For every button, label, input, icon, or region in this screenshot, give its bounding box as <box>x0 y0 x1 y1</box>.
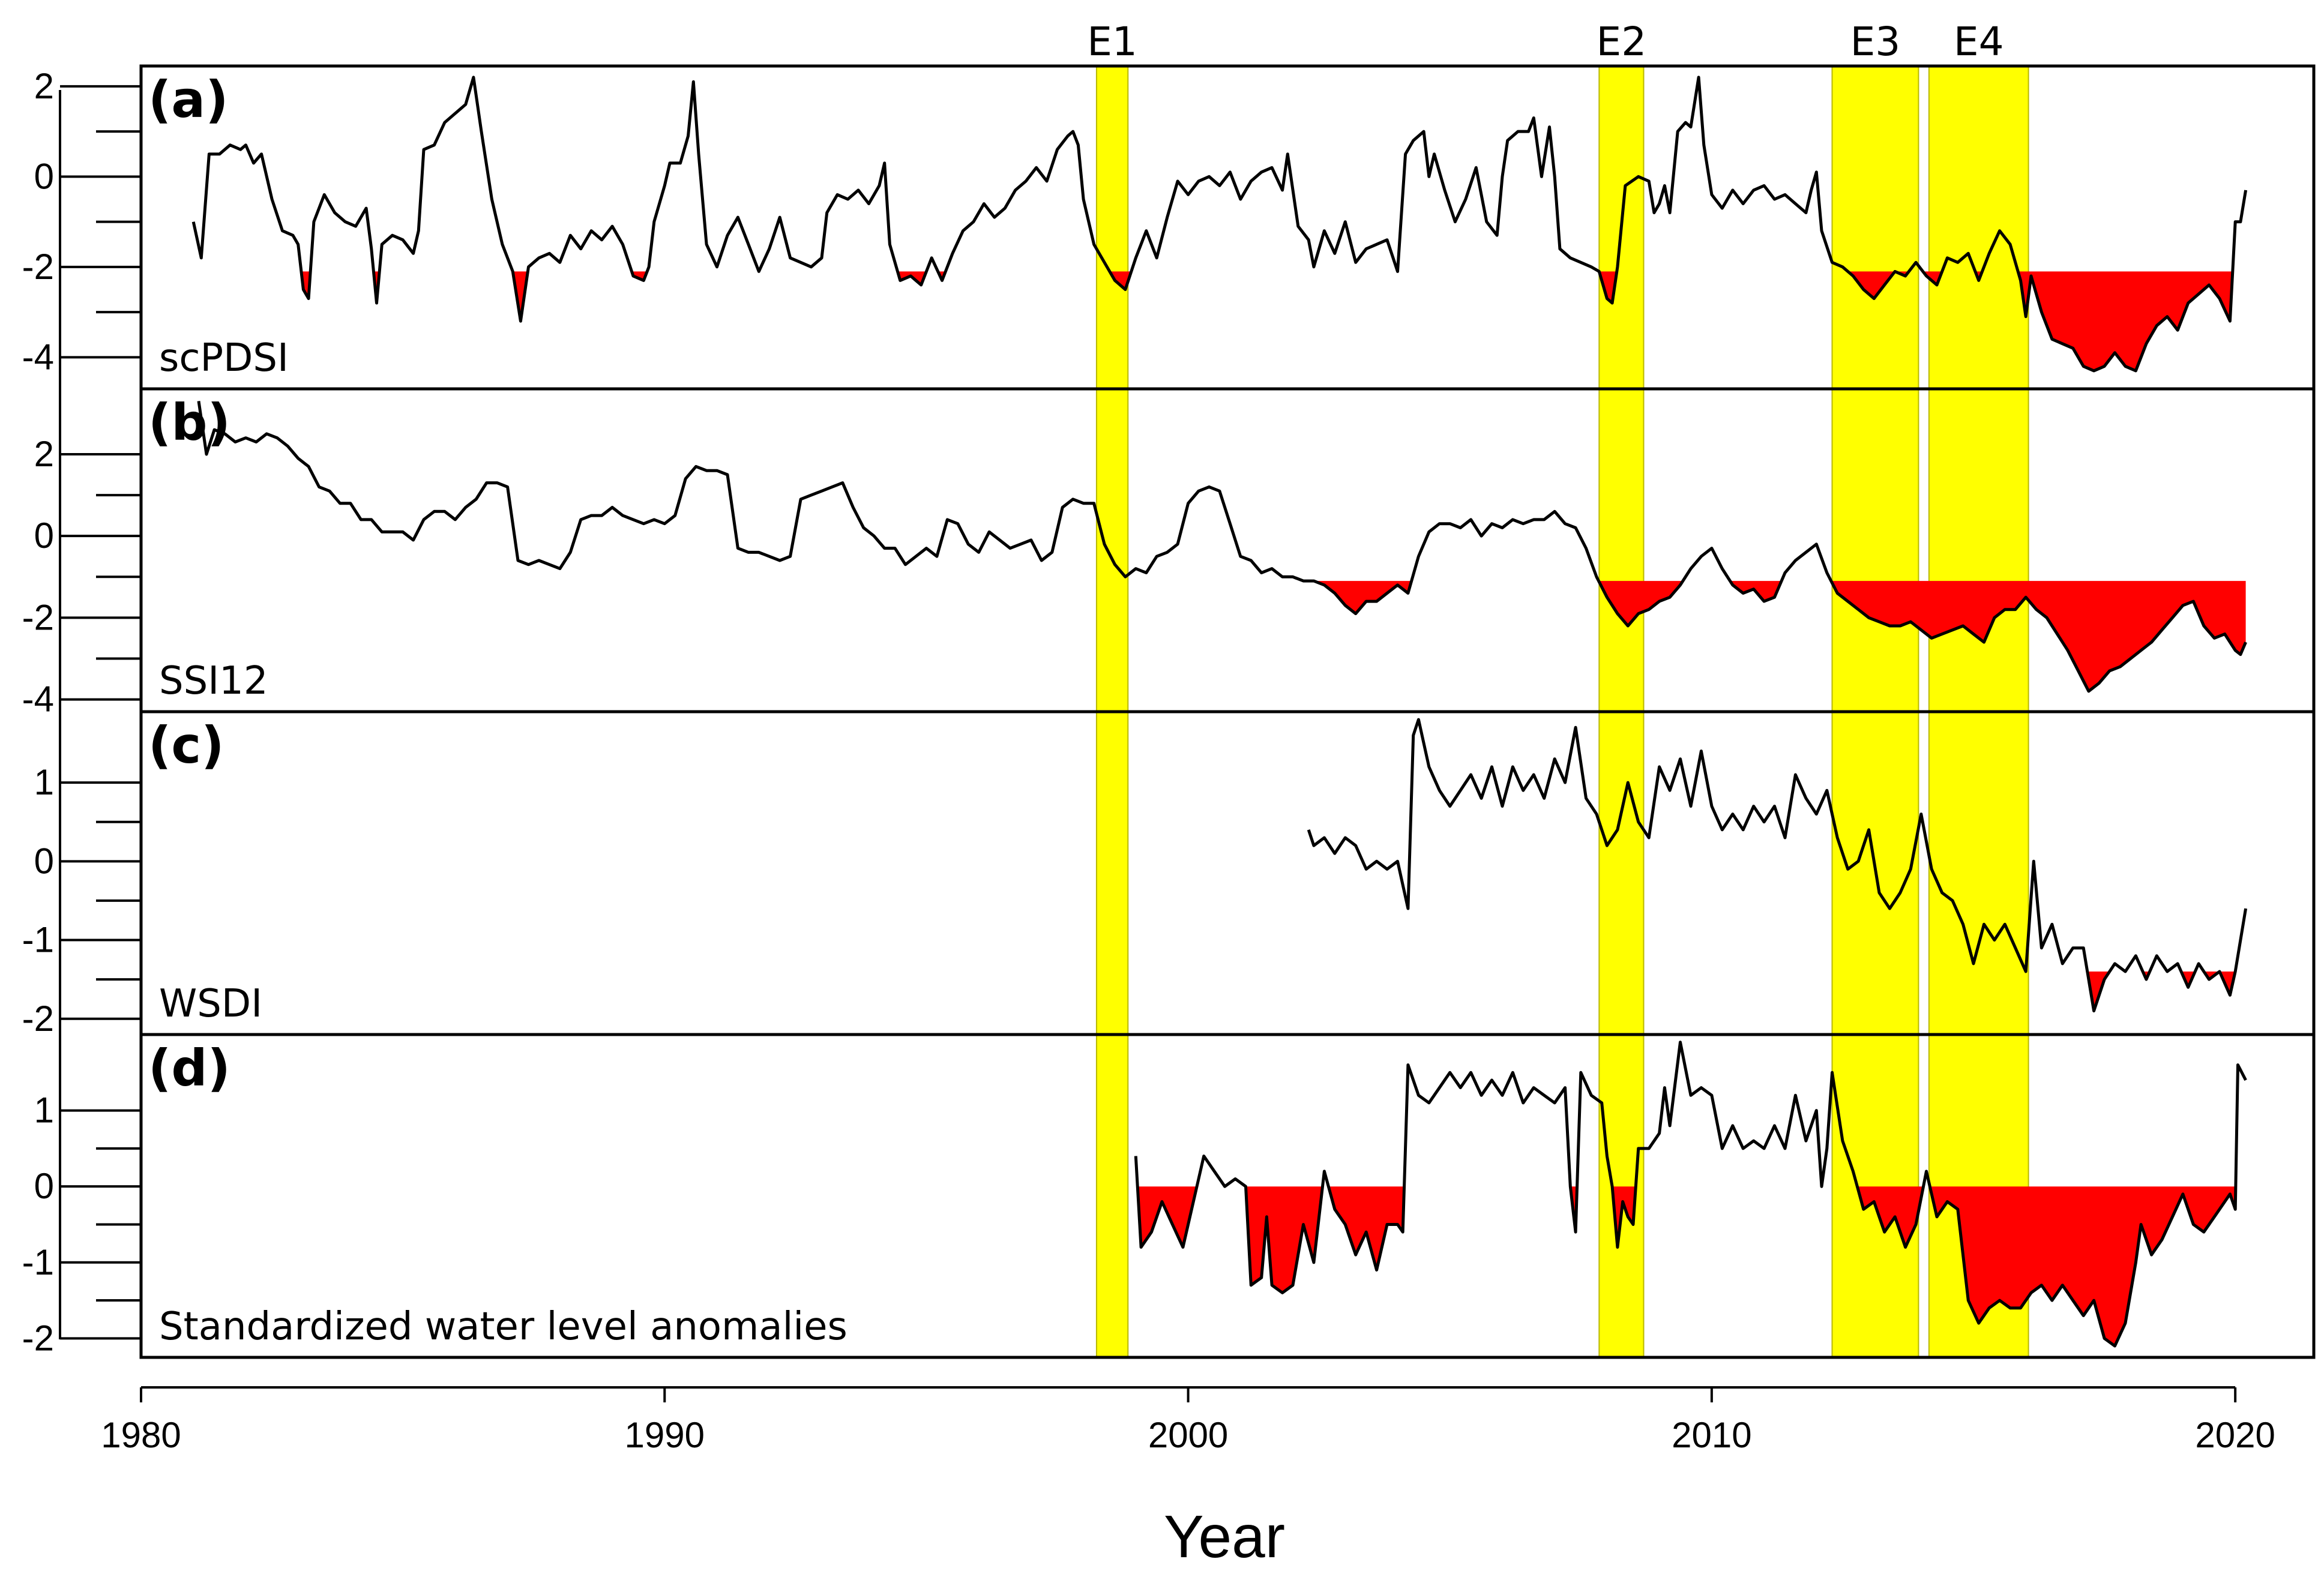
axes <box>59 85 2237 1402</box>
y-tick-label-c-3: -2 <box>22 999 54 1039</box>
labels: E1 E2 E3 E4 2 0 -2 -4 (a) scPDSI 2 0 -2 -4 (b) SSI12 1 0 -… <box>22 19 2275 1455</box>
deficit-area-a-12 <box>2018 271 2233 371</box>
y-tick-label-a-3: -4 <box>22 337 54 377</box>
series-line-a <box>191 76 2248 373</box>
y-tick-label-a-1: 0 <box>34 156 54 196</box>
y-tick-label-d-2: -1 <box>22 1242 54 1282</box>
panel-name-c: WSDI <box>159 982 262 1026</box>
y-tick-label-b-3: -4 <box>22 679 54 719</box>
y-tick-label-d-0: 1 <box>34 1090 54 1131</box>
y-tick-label-c-1: 0 <box>34 841 54 881</box>
y-tick-label-b-1: 0 <box>34 515 54 556</box>
y-tick-label-c-0: 1 <box>34 762 54 802</box>
deficit-area-d-2 <box>1328 1186 1404 1270</box>
series-line-c <box>1307 718 2248 1013</box>
panel-tag-b: (b) <box>148 393 230 452</box>
panel-name-b: SSI12 <box>159 659 268 703</box>
x-tick-label-1990: 1990 <box>625 1415 705 1455</box>
series-line-d <box>1134 1041 2247 1348</box>
series-lines <box>191 76 2248 1348</box>
y-tick-label-c-2: -1 <box>22 920 54 960</box>
x-tick-label-1980: 1980 <box>101 1415 181 1455</box>
deficit-area-b-3 <box>1831 581 2246 691</box>
panel-tag-d: (d) <box>148 1039 230 1098</box>
deficit-area-b-0 <box>1313 581 1412 614</box>
panel-name-d: Standardized water level anomalies <box>159 1305 847 1349</box>
y-tick-label-d-3: -2 <box>22 1318 54 1358</box>
deficit-area-d-6 <box>1930 1186 2236 1346</box>
y-tick-label-b-2: -2 <box>22 597 54 637</box>
deficit-area-d-1 <box>1245 1186 1323 1293</box>
event-label-e4: E4 <box>1954 19 2004 65</box>
x-tick-label-2010: 2010 <box>1672 1415 1751 1455</box>
y-tick-label-b-0: 2 <box>34 434 54 474</box>
x-tick-label-2020: 2020 <box>2195 1415 2275 1455</box>
panel-tag-c: (c) <box>148 716 224 775</box>
event-label-e2: E2 <box>1597 19 1647 65</box>
deficit-area-d-0 <box>1137 1186 1197 1248</box>
panel-name-a: scPDSI <box>159 336 289 380</box>
x-tick-label-2000: 2000 <box>1148 1415 1228 1455</box>
y-tick-label-d-1: 0 <box>34 1166 54 1206</box>
panel-frames <box>139 64 2316 1359</box>
series-line-b <box>197 401 2247 693</box>
deficit-area-a-8 <box>1847 271 1895 299</box>
panel-tag-a: (a) <box>148 70 228 129</box>
y-tick-label-a-2: -2 <box>22 247 54 287</box>
deficit-area-c-2 <box>2181 972 2196 988</box>
x-axis-title: Year <box>1164 1503 1285 1570</box>
y-tick-label-a-0: 2 <box>34 66 54 106</box>
event-label-e3: E3 <box>1850 19 1901 65</box>
event-label-e1: E1 <box>1087 19 1137 65</box>
deficit-area-a-2 <box>513 271 528 322</box>
panel-frame-d <box>139 1033 2316 1359</box>
